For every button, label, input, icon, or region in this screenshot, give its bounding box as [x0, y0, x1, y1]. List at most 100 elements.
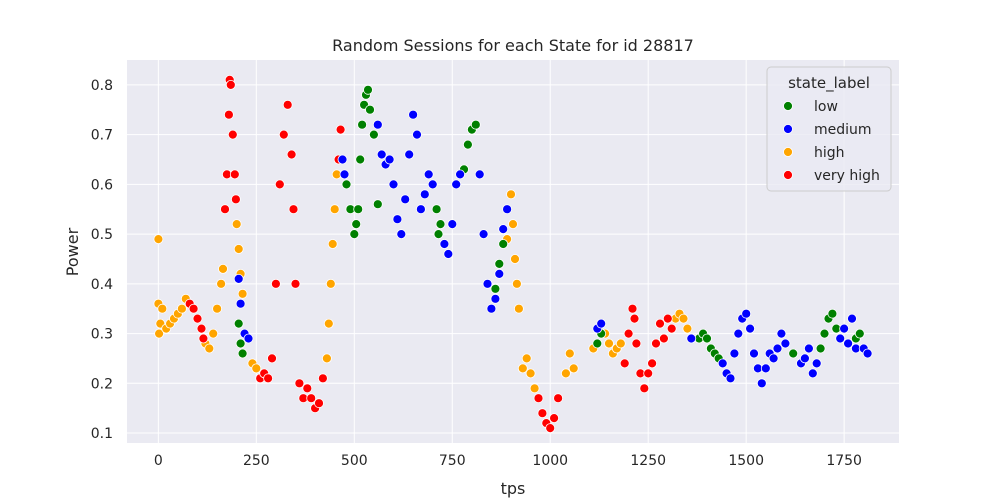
- data-point: [355, 154, 366, 165]
- data-point: [804, 343, 814, 354]
- data-point: [357, 119, 368, 130]
- data-point: [230, 194, 241, 205]
- data-point: [188, 303, 199, 314]
- y-tick-label: 0.1: [91, 426, 113, 442]
- data-point: [400, 194, 411, 205]
- data-point: [353, 204, 364, 215]
- data-point: [431, 204, 442, 215]
- data-point: [729, 348, 740, 359]
- data-point: [196, 323, 207, 334]
- data-point: [329, 204, 340, 215]
- data-point: [545, 423, 556, 434]
- data-point: [478, 229, 489, 240]
- data-point: [327, 239, 338, 249]
- data-point: [553, 393, 563, 404]
- data-point: [282, 99, 293, 110]
- data-point: [192, 313, 203, 324]
- legend-entry-high: high: [783, 145, 845, 161]
- data-point: [339, 169, 350, 180]
- data-point: [533, 393, 544, 404]
- x-tick-label: 0: [154, 453, 163, 469]
- data-point: [615, 338, 626, 349]
- data-point: [314, 398, 324, 409]
- data-point: [517, 363, 528, 374]
- data-point: [827, 308, 838, 319]
- data-point: [323, 318, 334, 329]
- data-point: [455, 169, 466, 180]
- data-point: [433, 229, 444, 240]
- data-point: [568, 363, 579, 374]
- data-point: [384, 154, 395, 165]
- data-point: [474, 169, 485, 180]
- data-point: [204, 343, 215, 354]
- data-point: [564, 348, 575, 359]
- data-point: [176, 303, 187, 314]
- data-point: [341, 179, 352, 190]
- x-tick-label: 1250: [630, 453, 666, 469]
- data-point: [510, 254, 520, 264]
- data-point: [251, 363, 262, 374]
- data-point: [756, 378, 767, 389]
- x-tick-label: 1500: [728, 453, 764, 469]
- data-point: [741, 308, 752, 319]
- data-point: [423, 169, 434, 180]
- data-point: [498, 239, 509, 249]
- data-point: [631, 338, 642, 349]
- data-point: [596, 318, 607, 329]
- data-point: [506, 189, 516, 200]
- data-point: [655, 318, 665, 329]
- y-tick-label: 0.3: [91, 327, 113, 343]
- legend: state_label low medium high very high: [766, 66, 892, 192]
- legend-label-medium: medium: [814, 122, 872, 138]
- data-point: [220, 204, 230, 215]
- data-point: [662, 313, 673, 324]
- data-point: [274, 179, 285, 190]
- data-point: [776, 328, 787, 339]
- data-point: [317, 373, 328, 384]
- data-point: [363, 84, 373, 95]
- legend-marker-high: [783, 147, 793, 157]
- data-point: [592, 338, 603, 349]
- x-tick-label: 750: [439, 453, 466, 469]
- tick-layer: 0 250 500 750 1000 1250 1500 1750 0.1 0.2 0.3 0.4 0.…: [91, 78, 862, 469]
- data-point: [733, 328, 744, 339]
- data-point: [490, 293, 501, 304]
- data-point: [854, 328, 865, 339]
- x-tick-label: 1000: [532, 453, 568, 469]
- y-tick-label: 0.2: [91, 376, 113, 392]
- data-point: [218, 263, 228, 274]
- data-point: [372, 199, 383, 210]
- data-point: [278, 129, 289, 140]
- data-point: [494, 268, 505, 279]
- data-point: [451, 179, 462, 190]
- data-point: [388, 179, 399, 190]
- data-point: [233, 273, 244, 284]
- series-very-high: [184, 75, 677, 434]
- legend-title: state_label: [788, 74, 870, 93]
- x-axis-label: tps: [501, 479, 526, 498]
- data-point: [286, 149, 297, 160]
- data-point: [153, 234, 164, 245]
- data-point: [486, 303, 497, 314]
- legend-marker-very-high: [783, 170, 793, 180]
- data-point: [439, 239, 450, 249]
- data-point: [404, 149, 415, 160]
- data-point: [643, 368, 654, 379]
- data-point: [537, 408, 548, 419]
- data-point: [396, 229, 407, 240]
- data-point: [498, 224, 509, 235]
- data-point: [623, 328, 634, 339]
- data-point: [772, 343, 783, 354]
- data-point: [270, 278, 281, 289]
- data-point: [811, 358, 822, 369]
- x-tick-label: 500: [341, 453, 368, 469]
- data-point: [549, 413, 559, 424]
- data-point: [470, 119, 481, 130]
- data-point: [482, 278, 493, 289]
- data-point: [237, 288, 248, 299]
- data-point: [443, 249, 454, 259]
- data-point: [525, 368, 536, 379]
- data-point: [760, 363, 771, 374]
- data-point: [490, 283, 501, 294]
